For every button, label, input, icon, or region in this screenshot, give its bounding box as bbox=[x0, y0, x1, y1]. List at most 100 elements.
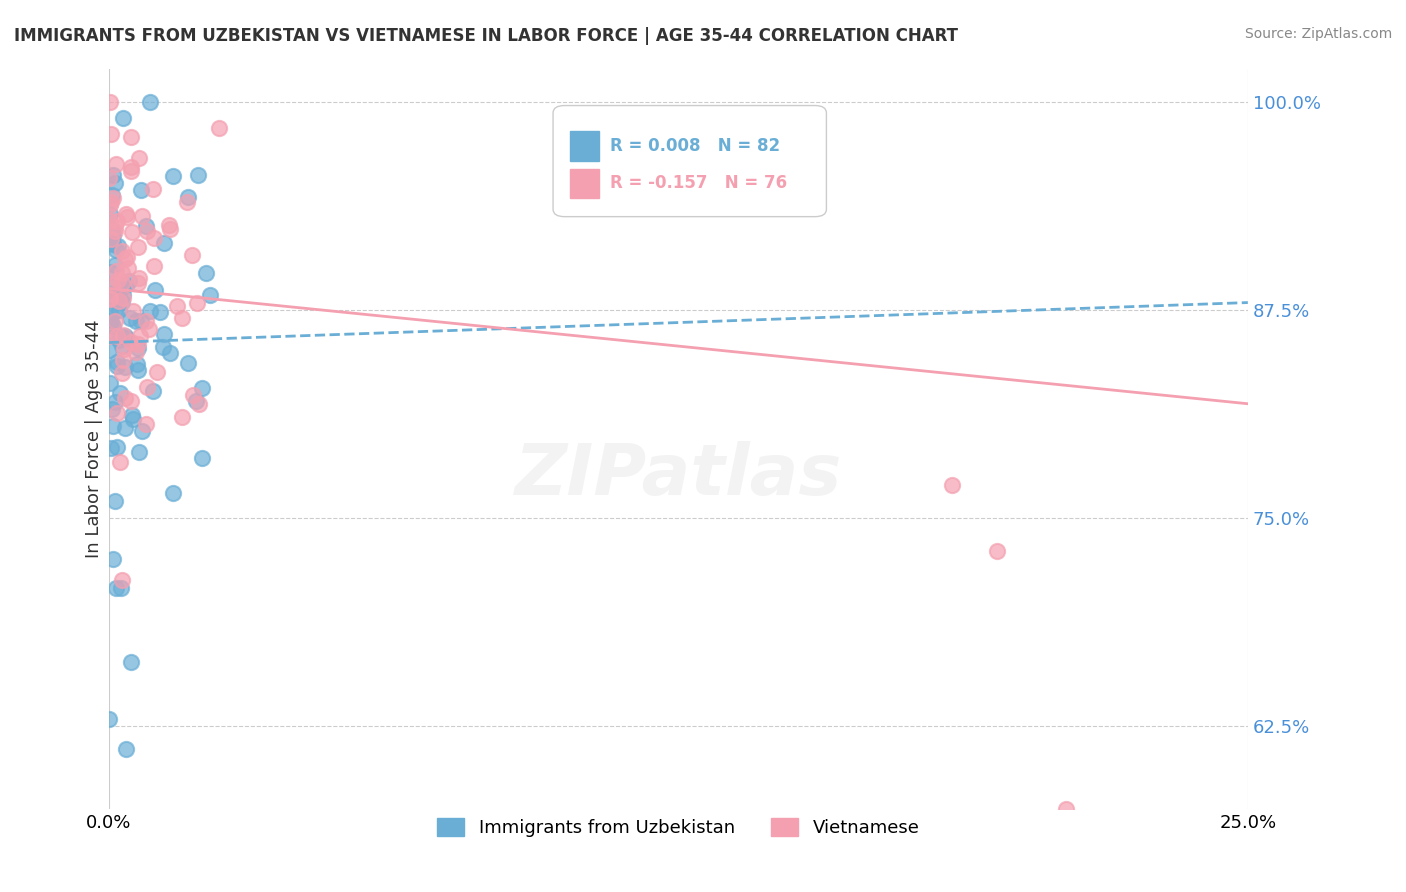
Point bbox=[103, 191, 125, 205]
Point bbox=[162, 169, 184, 184]
Point bbox=[101, 551, 124, 566]
Point bbox=[98, 171, 121, 186]
Point bbox=[121, 225, 143, 239]
Point bbox=[98, 712, 121, 726]
Point bbox=[120, 160, 142, 174]
Point bbox=[100, 198, 122, 212]
Point bbox=[114, 421, 136, 435]
Point bbox=[127, 240, 149, 254]
Point bbox=[152, 327, 174, 342]
Point bbox=[115, 742, 138, 756]
Point bbox=[131, 314, 153, 328]
Point bbox=[107, 239, 129, 253]
Point bbox=[138, 322, 160, 336]
Point bbox=[111, 281, 134, 295]
Point bbox=[114, 252, 136, 266]
Point bbox=[172, 410, 194, 425]
Point bbox=[98, 291, 121, 305]
Point bbox=[104, 224, 127, 238]
Point bbox=[108, 303, 131, 318]
Point bbox=[111, 276, 134, 290]
Point bbox=[135, 314, 157, 328]
Point bbox=[104, 157, 127, 171]
Point bbox=[152, 340, 174, 354]
Point bbox=[98, 302, 121, 317]
Point bbox=[135, 417, 157, 431]
Point bbox=[104, 395, 127, 409]
Point bbox=[159, 222, 181, 236]
Point bbox=[112, 111, 135, 125]
Point bbox=[100, 288, 122, 302]
Point bbox=[111, 266, 134, 280]
Point bbox=[108, 385, 131, 400]
Point bbox=[110, 581, 132, 595]
Point bbox=[101, 236, 124, 251]
Point bbox=[114, 278, 136, 293]
Point bbox=[112, 291, 135, 305]
Point bbox=[98, 329, 121, 343]
Text: R = 0.008   N = 82: R = 0.008 N = 82 bbox=[610, 137, 780, 155]
Point bbox=[107, 273, 129, 287]
Point bbox=[101, 223, 124, 237]
Point bbox=[104, 493, 127, 508]
Point bbox=[98, 214, 121, 228]
Point bbox=[105, 328, 128, 343]
Point bbox=[101, 227, 124, 242]
Point bbox=[118, 274, 141, 288]
Point bbox=[104, 303, 127, 318]
Point bbox=[129, 183, 152, 197]
Text: ZIPatlas: ZIPatlas bbox=[515, 442, 842, 510]
Text: R = -0.157   N = 76: R = -0.157 N = 76 bbox=[610, 174, 787, 193]
Point bbox=[143, 231, 166, 245]
Point bbox=[177, 356, 200, 370]
Point bbox=[117, 210, 139, 224]
Point bbox=[208, 121, 231, 136]
Point bbox=[941, 477, 963, 491]
Point bbox=[194, 266, 217, 280]
Point bbox=[131, 210, 153, 224]
Point bbox=[101, 187, 124, 202]
Point bbox=[180, 248, 202, 262]
Point bbox=[105, 359, 128, 373]
Point bbox=[98, 343, 121, 358]
Point bbox=[127, 341, 149, 355]
Point bbox=[115, 250, 138, 264]
Point bbox=[114, 329, 136, 343]
Point bbox=[98, 318, 121, 333]
Point bbox=[136, 224, 159, 238]
Point bbox=[100, 232, 122, 246]
Point bbox=[104, 220, 127, 235]
Point bbox=[111, 574, 134, 588]
Point bbox=[105, 406, 128, 420]
Point bbox=[108, 294, 131, 309]
Point bbox=[107, 355, 129, 369]
Point bbox=[143, 283, 166, 297]
Point bbox=[184, 393, 207, 408]
Point bbox=[112, 288, 135, 302]
Point bbox=[104, 258, 127, 272]
Point bbox=[181, 388, 204, 402]
Point bbox=[100, 127, 122, 141]
Point bbox=[143, 259, 166, 273]
Point bbox=[200, 288, 222, 302]
Point bbox=[120, 334, 142, 349]
Point bbox=[153, 235, 176, 250]
Point bbox=[187, 168, 209, 182]
Point bbox=[128, 271, 150, 285]
Point bbox=[110, 366, 132, 380]
Point bbox=[100, 279, 122, 293]
Legend: Immigrants from Uzbekistan, Vietnamese: Immigrants from Uzbekistan, Vietnamese bbox=[430, 811, 927, 845]
Point bbox=[157, 219, 180, 233]
Point bbox=[98, 265, 121, 279]
Point bbox=[149, 305, 172, 319]
Point bbox=[98, 207, 121, 221]
Text: Source: ZipAtlas.com: Source: ZipAtlas.com bbox=[1244, 27, 1392, 41]
Point bbox=[98, 376, 121, 390]
Point bbox=[134, 219, 156, 233]
Point bbox=[125, 313, 148, 327]
Point bbox=[139, 95, 162, 109]
Point bbox=[127, 363, 149, 377]
Y-axis label: In Labor Force | Age 35-44: In Labor Force | Age 35-44 bbox=[86, 319, 103, 558]
Point bbox=[101, 237, 124, 252]
Point bbox=[111, 295, 134, 310]
